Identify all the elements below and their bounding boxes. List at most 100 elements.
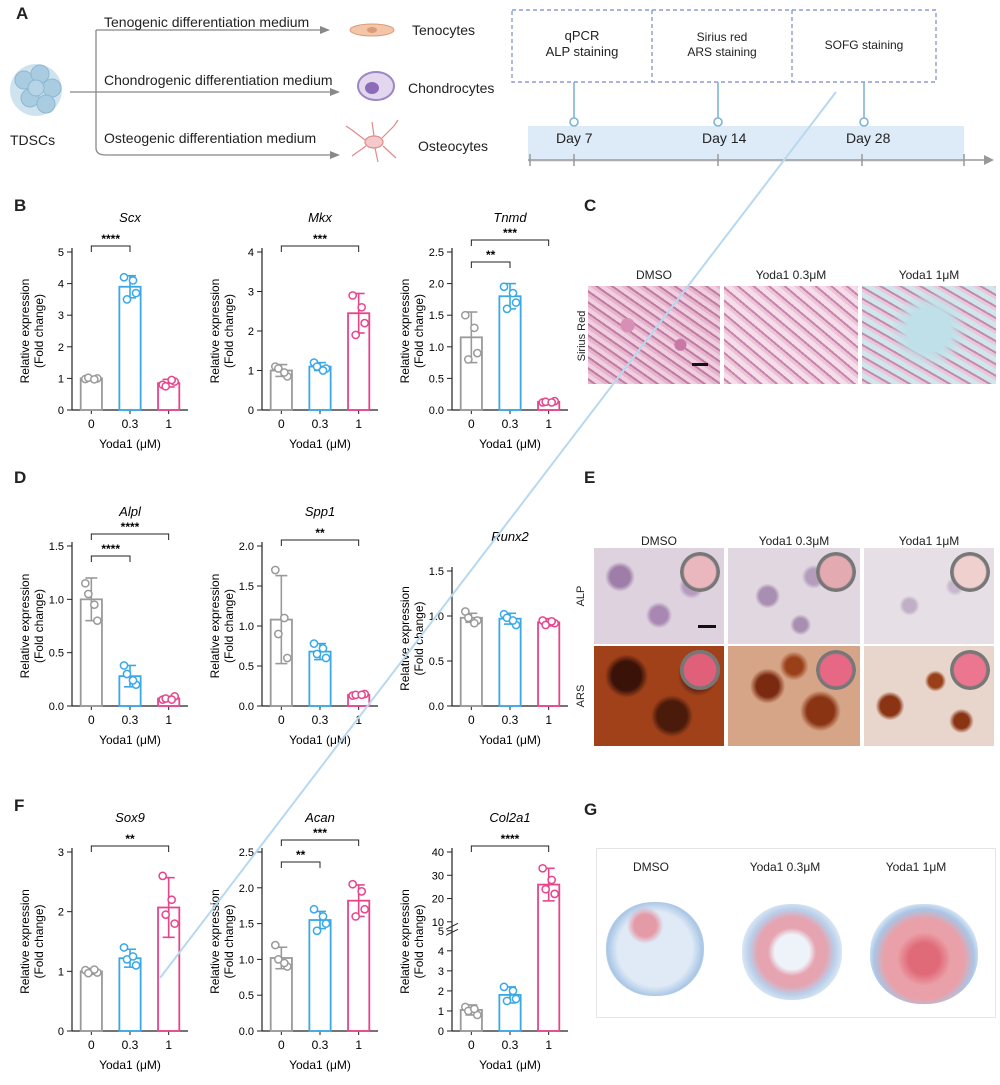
significance-label: ** bbox=[315, 526, 325, 540]
x-tick-label: 0 bbox=[88, 1038, 95, 1052]
assay-day7: qPCR ALP staining bbox=[545, 28, 619, 59]
bar bbox=[118, 285, 142, 411]
x-tick-label: 0 bbox=[278, 713, 285, 727]
data-point bbox=[80, 578, 90, 588]
y-tick-label: 1 bbox=[58, 373, 64, 385]
e-row-label-alp: ALP bbox=[575, 585, 587, 607]
data-point bbox=[119, 943, 129, 952]
x-tick-label: 1 bbox=[165, 417, 172, 431]
y-tick-label: 4 bbox=[438, 946, 444, 958]
x-axis-label: Yoda1 (μM) bbox=[289, 437, 351, 451]
data-point bbox=[321, 919, 331, 928]
y-tick-label: 1 bbox=[438, 1006, 444, 1018]
sirius-red-dmso-image bbox=[588, 286, 720, 384]
data-point bbox=[502, 996, 512, 1006]
panel-letter-c: C bbox=[584, 196, 597, 215]
data-point bbox=[312, 649, 322, 659]
bar bbox=[537, 621, 561, 707]
chart-mkx: Mkx 0 1 2 3 4 Relative expression(Fold change)… bbox=[208, 210, 378, 451]
y-tick-label: 1 bbox=[58, 966, 64, 978]
data-point bbox=[499, 982, 509, 992]
medium-label-osteo: Osteogenic differentiation medium bbox=[104, 130, 317, 146]
data-point bbox=[508, 986, 518, 996]
chart-title: Runx2 bbox=[491, 529, 529, 544]
well-inset bbox=[816, 650, 856, 690]
data-point bbox=[89, 965, 99, 974]
data-point bbox=[508, 616, 518, 625]
cell-label-teno: Tenocytes bbox=[412, 22, 476, 38]
y-tick-label: 0.0 bbox=[429, 405, 444, 417]
x-axis-label: Yoda1 (μM) bbox=[479, 437, 541, 451]
panel-letter-b: B bbox=[14, 196, 27, 215]
data-point bbox=[161, 381, 171, 391]
bar bbox=[498, 295, 522, 411]
data-point bbox=[279, 958, 289, 968]
well-inset bbox=[950, 650, 990, 690]
x-tick-label: 1 bbox=[355, 713, 362, 727]
data-point bbox=[167, 695, 177, 704]
chart-spp1: Spp1 0.0 0.5 1.0 1.5 2.0 Relative expression(F… bbox=[208, 504, 378, 747]
well-inset bbox=[816, 552, 856, 592]
y-tick-label: 2 bbox=[58, 907, 64, 919]
y-tick-label: 2.5 bbox=[429, 247, 444, 259]
data-point bbox=[89, 374, 99, 384]
day-label-14: Day 14 bbox=[702, 130, 747, 146]
y-tick-label: 0.0 bbox=[239, 701, 254, 713]
data-point bbox=[460, 310, 470, 320]
significance-label: ** bbox=[296, 848, 306, 862]
data-point bbox=[312, 926, 322, 936]
y-tick-label: 0 bbox=[58, 1026, 64, 1038]
alp-1-image bbox=[864, 548, 994, 644]
y-tick-label: 1.5 bbox=[49, 541, 64, 553]
panel-letter-d: D bbox=[14, 468, 27, 487]
panel-letter-e: E bbox=[584, 468, 596, 487]
y-tick-label: 2.5 bbox=[239, 847, 254, 859]
g-col-label-dmso: DMSO bbox=[633, 860, 669, 874]
scale-bar bbox=[698, 625, 716, 628]
y-tick-label: 0 bbox=[438, 1026, 444, 1038]
x-tick-label: 0 bbox=[468, 713, 475, 727]
data-point bbox=[499, 282, 509, 292]
x-tick-label: 0.3 bbox=[312, 1038, 329, 1052]
data-point bbox=[463, 613, 473, 623]
bar bbox=[308, 919, 332, 1032]
bar bbox=[79, 970, 103, 1032]
x-tick-label: 0 bbox=[468, 417, 475, 431]
chart-title: Tnmd bbox=[493, 210, 527, 225]
x-axis-label: Yoda1 (μM) bbox=[99, 437, 161, 451]
bar bbox=[347, 899, 371, 1032]
significance-bracket bbox=[90, 845, 170, 852]
y-tick-label: 2.0 bbox=[239, 883, 254, 895]
significance-bracket bbox=[470, 261, 511, 268]
e-row-label-ars: ARS bbox=[575, 684, 587, 708]
y-tick-label: 2 bbox=[248, 326, 254, 338]
x-tick-label: 1 bbox=[355, 1038, 362, 1052]
y-tick-label: 0.0 bbox=[429, 701, 444, 713]
chart-title: Acan bbox=[304, 810, 335, 825]
y-tick-label: 1.0 bbox=[239, 621, 254, 633]
data-point bbox=[128, 952, 138, 961]
e-col-label-1: Yoda1 1μM bbox=[898, 534, 960, 548]
y-tick-label: 2 bbox=[58, 342, 64, 354]
x-tick-label: 1 bbox=[545, 713, 552, 727]
x-tick-label: 0 bbox=[468, 1038, 475, 1052]
significance-bracket bbox=[470, 239, 550, 246]
data-point bbox=[119, 661, 129, 670]
significance-label: **** bbox=[501, 832, 520, 846]
x-tick-label: 0.3 bbox=[122, 1038, 139, 1052]
data-point bbox=[83, 589, 93, 599]
sirius-red-03-image bbox=[724, 286, 858, 384]
alp-dmso-image bbox=[594, 548, 724, 644]
x-tick-label: 0.3 bbox=[312, 417, 329, 431]
x-tick-label: 0 bbox=[88, 713, 95, 727]
g-col-label-1: Yoda1 1μM bbox=[885, 860, 947, 874]
c-col-label-dmso: DMSO bbox=[636, 268, 672, 282]
data-point bbox=[279, 613, 289, 623]
y-axis-label: Relative expression(Fold change) bbox=[398, 889, 426, 994]
y-tick-label: 3 bbox=[438, 966, 444, 978]
x-tick-label: 1 bbox=[355, 417, 362, 431]
y-tick-label: 3 bbox=[58, 310, 64, 322]
y-tick-label: 1.5 bbox=[239, 919, 254, 931]
ars-03-image bbox=[728, 646, 860, 746]
day-label-7: Day 7 bbox=[556, 130, 593, 146]
